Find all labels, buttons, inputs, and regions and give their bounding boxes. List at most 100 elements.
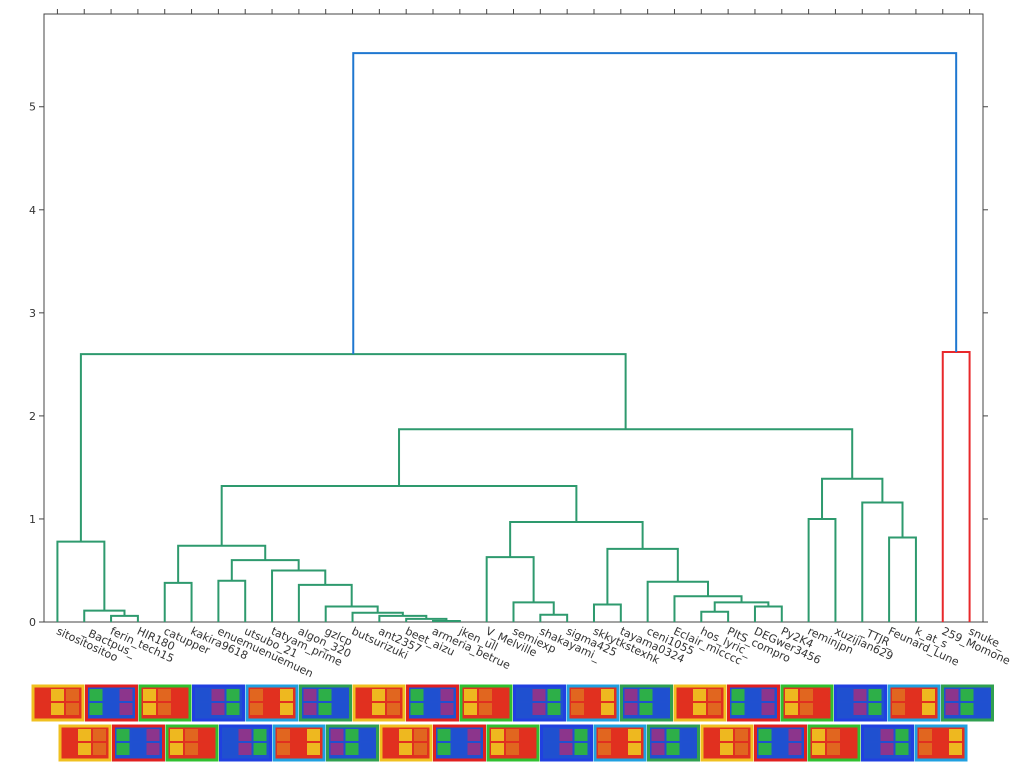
thumbnail-block [36, 703, 49, 715]
dendrogram-link [432, 619, 461, 622]
thumbnail-block [173, 689, 186, 701]
thumbnail-block [681, 743, 695, 755]
dendrogram-link [297, 583, 353, 622]
thumbnail-block [318, 703, 332, 715]
thumbnail-block [574, 729, 588, 741]
dendrogram-link [753, 605, 783, 622]
thumbnail-block [223, 743, 237, 755]
thumbnail-block [223, 729, 237, 741]
dendrogram-link [888, 536, 917, 622]
dendrogram-link [378, 614, 428, 622]
dendrogram-link [110, 614, 139, 622]
dendrogram-link [700, 610, 730, 622]
thumbnail-block [880, 743, 894, 755]
dendrogram-link [512, 601, 555, 622]
thumbnail-block [521, 743, 534, 755]
thumbnail-block [414, 729, 427, 741]
thumbnail-block [104, 703, 118, 715]
thumbnail-block [574, 743, 588, 755]
thumbnail-block [681, 729, 695, 741]
thumbnail-block [333, 703, 347, 715]
thumbnail-block [51, 703, 64, 715]
dendrogram-link [177, 544, 267, 583]
thumbnail-block [467, 729, 481, 741]
thumbnail-block [280, 703, 293, 715]
thumbnail-block [547, 689, 561, 701]
thumbnail-block [211, 703, 225, 715]
thumbnail-block [63, 743, 76, 755]
thumbnail-block [200, 729, 213, 741]
dendrogram-link [941, 351, 971, 622]
thumbnail-block [521, 729, 534, 741]
thumbnail-block [158, 703, 171, 715]
dendrogram-link [351, 611, 404, 622]
thumbnail-block [547, 703, 561, 715]
thumbnail-block [586, 689, 599, 701]
thumbnail-block [51, 689, 64, 701]
thumbnail-block [89, 703, 103, 715]
thumbnail-block [345, 729, 359, 741]
thumbnail-block [116, 743, 130, 755]
thumbnail-block [598, 729, 611, 741]
y-tick-label: 3 [29, 307, 36, 320]
thumbnail-block [892, 703, 905, 715]
thumbnail-block [639, 689, 653, 701]
thumbnail-block [761, 703, 775, 715]
thumbnail-block [815, 689, 828, 701]
thumbnail-block [494, 703, 507, 715]
y-tick-label: 4 [29, 204, 36, 217]
thumbnail-block [491, 729, 504, 741]
dendrogram-link [673, 595, 743, 622]
thumbnail-block [330, 729, 344, 741]
thumbnail-block [785, 703, 798, 715]
thumbnail-block [372, 689, 385, 701]
y-tick-label: 5 [29, 101, 36, 114]
thumbnail-block [907, 689, 920, 701]
thumbnail-block [708, 703, 721, 715]
thumbnail-block [357, 703, 370, 715]
thumbnail-block [143, 703, 156, 715]
thumbnail-block [303, 689, 317, 701]
thumbnail-block [934, 729, 947, 741]
thumbnail-block [479, 703, 492, 715]
dendrogram-link [807, 517, 837, 622]
thumbnail-block [559, 729, 573, 741]
thumbnail-block [758, 743, 772, 755]
dendrogram-link [539, 613, 569, 622]
thumbnail-block [666, 729, 680, 741]
thumbnail-block [731, 689, 745, 701]
thumbnail-block [280, 689, 293, 701]
thumbnail-block [437, 729, 451, 741]
y-tick-label: 1 [29, 513, 36, 526]
thumbnail-block [613, 743, 626, 755]
thumbnail-block [601, 689, 614, 701]
thumbnail-block [387, 703, 400, 715]
thumbnail-block [654, 689, 668, 701]
thumbnail-block [960, 689, 974, 701]
thumbnail-block [384, 743, 397, 755]
thumbnail-block [491, 743, 504, 755]
thumbnail-block [238, 729, 252, 741]
leaf-thumbnails [31, 684, 994, 762]
thumbnail-block [185, 743, 198, 755]
thumbnail-block [922, 703, 935, 715]
thumbnail-block [827, 743, 840, 755]
dendrogram-link [509, 521, 644, 558]
thumbnail-block [196, 689, 210, 701]
thumbnail-block [307, 743, 320, 755]
thumbnail-block [654, 703, 668, 715]
thumbnail-block [479, 689, 492, 701]
thumbnail-block [628, 729, 641, 741]
thumbnail-block [440, 703, 454, 715]
thumbnail-block [93, 729, 106, 741]
thumbnail-block [678, 689, 691, 701]
thumbnail-block [571, 703, 584, 715]
thumbnail-block [119, 689, 133, 701]
thumbnail-block [827, 729, 840, 741]
thumbnail-block [292, 729, 305, 741]
thumbnail-block [624, 703, 638, 715]
thumbnail-block [960, 703, 974, 715]
thumbnail-block [934, 743, 947, 755]
thumbnail-block [250, 703, 263, 715]
thumbnail-block [815, 703, 828, 715]
